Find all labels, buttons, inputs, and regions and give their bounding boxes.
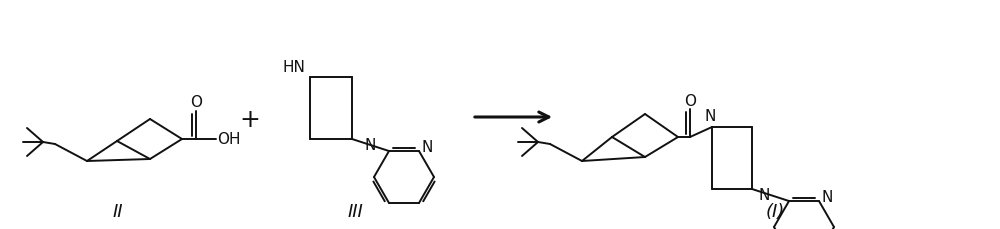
Text: O: O (190, 95, 202, 110)
Text: O: O (684, 93, 696, 108)
Text: OH: OH (217, 132, 241, 147)
Text: II: II (113, 202, 123, 220)
Text: N: N (704, 109, 716, 124)
Text: III: III (347, 202, 363, 220)
Text: +: + (240, 108, 260, 131)
Text: HN: HN (283, 60, 305, 75)
Text: (I): (I) (765, 202, 785, 220)
Text: N: N (421, 139, 433, 154)
Text: N: N (758, 188, 770, 203)
Text: N: N (364, 138, 375, 153)
Text: N: N (821, 189, 833, 204)
